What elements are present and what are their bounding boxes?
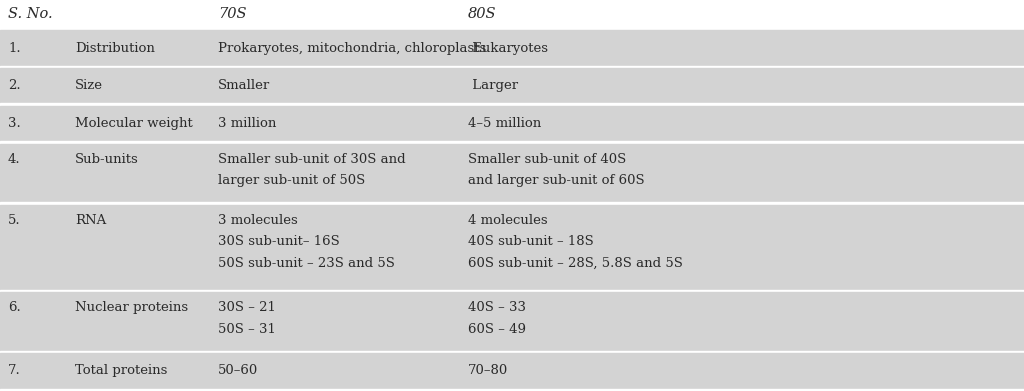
Bar — [0, 30, 1024, 66]
Text: Size: Size — [75, 79, 103, 92]
Text: Larger: Larger — [468, 79, 518, 92]
Text: Eukaryotes: Eukaryotes — [468, 41, 548, 54]
Text: Distribution: Distribution — [75, 41, 155, 54]
Bar — [0, 290, 1024, 292]
Text: Sub-units: Sub-units — [75, 153, 138, 166]
Text: 40S – 33: 40S – 33 — [468, 301, 526, 314]
Bar — [0, 351, 1024, 353]
Bar — [0, 141, 1024, 143]
Text: 4–5 million: 4–5 million — [468, 117, 542, 130]
Text: Smaller sub-unit of 30S and: Smaller sub-unit of 30S and — [218, 153, 406, 166]
Text: 30S – 21: 30S – 21 — [218, 301, 275, 314]
Text: 6.: 6. — [8, 301, 20, 314]
Text: 3 million: 3 million — [218, 117, 276, 130]
Text: 30S sub-unit– 16S: 30S sub-unit– 16S — [218, 235, 340, 248]
Text: 4 molecules: 4 molecules — [468, 214, 548, 227]
Text: 5.: 5. — [8, 214, 20, 227]
Text: 1.: 1. — [8, 41, 20, 54]
Text: 3 molecules: 3 molecules — [218, 214, 298, 227]
Text: 50–60: 50–60 — [218, 364, 258, 377]
Bar — [0, 28, 1024, 30]
Text: 70S: 70S — [218, 7, 247, 21]
Bar — [0, 0, 1024, 28]
Text: Prokaryotes, mitochondria, chloroplasts: Prokaryotes, mitochondria, chloroplasts — [218, 41, 486, 54]
Bar — [0, 389, 1024, 391]
Text: Smaller: Smaller — [218, 79, 270, 92]
Bar — [0, 353, 1024, 389]
Text: 4.: 4. — [8, 153, 20, 166]
Bar — [0, 68, 1024, 104]
Bar — [0, 104, 1024, 106]
Text: and larger sub-unit of 60S: and larger sub-unit of 60S — [468, 174, 645, 187]
Text: Smaller sub-unit of 40S: Smaller sub-unit of 40S — [468, 153, 627, 166]
Text: Total proteins: Total proteins — [75, 364, 167, 377]
Bar — [0, 292, 1024, 351]
Text: S. No.: S. No. — [8, 7, 52, 21]
Bar — [0, 205, 1024, 290]
Text: 80S: 80S — [468, 7, 497, 21]
Text: 70–80: 70–80 — [468, 364, 508, 377]
Text: Nuclear proteins: Nuclear proteins — [75, 301, 188, 314]
Text: 2.: 2. — [8, 79, 20, 92]
Text: 60S sub-unit – 28S, 5.8S and 5S: 60S sub-unit – 28S, 5.8S and 5S — [468, 256, 683, 270]
Text: 3.: 3. — [8, 117, 20, 130]
Text: 50S sub-unit – 23S and 5S: 50S sub-unit – 23S and 5S — [218, 256, 395, 270]
Bar — [0, 203, 1024, 205]
Text: larger sub-unit of 50S: larger sub-unit of 50S — [218, 174, 366, 187]
Text: 40S sub-unit – 18S: 40S sub-unit – 18S — [468, 235, 594, 248]
Text: Molecular weight: Molecular weight — [75, 117, 193, 130]
Text: 60S – 49: 60S – 49 — [468, 323, 526, 335]
Text: 50S – 31: 50S – 31 — [218, 323, 275, 335]
Text: 7.: 7. — [8, 364, 20, 377]
Bar — [0, 66, 1024, 68]
Bar — [0, 143, 1024, 203]
Text: RNA: RNA — [75, 214, 106, 227]
Bar — [0, 106, 1024, 141]
